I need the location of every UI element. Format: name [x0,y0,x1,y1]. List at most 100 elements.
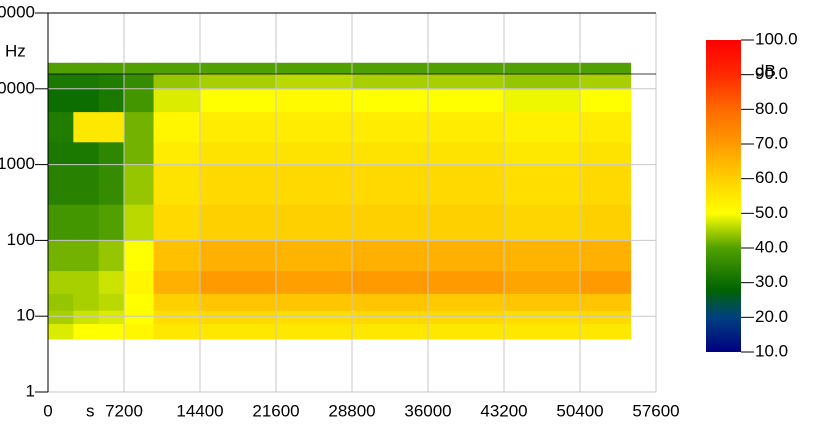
x-tick-label: 14400 [176,401,223,420]
y-tick-label: 1000 [0,154,35,173]
heatmap-cell [504,62,581,74]
heatmap-cell [428,111,505,143]
heatmap-cell [200,62,277,74]
heatmap-cell [580,73,632,90]
x-tick-label: 21600 [252,401,299,420]
heatmap-cell [504,323,581,340]
heatmap-cell [276,323,353,340]
colorbar-tick-label: 100.0 [755,29,798,48]
heatmap-cell [428,141,505,166]
heatmap-cell [48,323,74,340]
x-tick-label: 50400 [556,401,603,420]
heatmap-cell [153,310,201,325]
heatmap-cell [73,111,100,143]
heatmap-cell [276,111,353,143]
y-tick-label: 10 [16,306,35,325]
heatmap-cell [276,270,353,294]
heatmap-cell [580,111,632,143]
x-tick-label: 0 [43,401,52,420]
heatmap-cell [98,73,125,90]
heatmap-cell [153,164,201,205]
heatmap-cell [73,164,100,205]
heatmap-cell [428,293,505,311]
heatmap-cell [504,111,581,143]
heatmap-cell [73,204,100,241]
heatmap-cell [580,293,632,311]
heatmap-cell [98,204,125,241]
heatmap-cell [98,88,125,113]
heatmap [48,62,632,340]
heatmap-cell [504,88,581,113]
heatmap-cell [124,141,155,166]
heatmap-cell [580,62,632,74]
heatmap-cell [48,88,74,113]
heatmap-cell [200,310,277,325]
heatmap-cell [352,240,429,272]
heatmap-cell [73,88,100,113]
heatmap-cell [352,73,429,90]
heatmap-cell [276,88,353,113]
x-tick-label: 36000 [404,401,451,420]
heatmap-cell [580,204,632,241]
heatmap-cell [48,73,74,90]
heatmap-cell [48,270,74,294]
heatmap-cell [124,164,155,205]
heatmap-cell [428,323,505,340]
heatmap-cell [124,73,155,90]
heatmap-cell [352,111,429,143]
heatmap-cell [428,73,505,90]
heatmap-cell [276,62,353,74]
heatmap-cell [98,323,125,340]
heatmap-cell [428,270,505,294]
heatmap-cell [352,164,429,205]
heatmap-cell [504,164,581,205]
heatmap-cell [200,164,277,205]
x-tick-label: 7200 [105,401,143,420]
x-axis-label: s [86,401,95,420]
heatmap-cell [98,240,125,272]
heatmap-cell [580,141,632,166]
heatmap-cell [200,141,277,166]
heatmap-cell [428,88,505,113]
y-axis-label: Hz [5,41,26,60]
heatmap-cell [200,323,277,340]
heatmap-cell [428,310,505,325]
heatmap-cell [98,310,125,325]
x-tick-label: 28800 [328,401,375,420]
heatmap-cell [48,293,74,311]
heatmap-cell [153,323,201,340]
heatmap-cell [153,293,201,311]
heatmap-cell [580,310,632,325]
heatmap-cell [504,270,581,294]
heatmap-cell [200,270,277,294]
heatmap-cell [124,88,155,113]
heatmap-cell [276,204,353,241]
colorbar-tick-label: 90.0 [755,64,788,83]
heatmap-cell [200,88,277,113]
heatmap-cell [48,111,74,143]
heatmap-cell [48,204,74,241]
heatmap-cell [352,88,429,113]
y-tick-label: 1 [26,381,35,400]
heatmap-cell [124,240,155,272]
colorbar [706,40,741,352]
heatmap-cell [504,204,581,241]
heatmap-cell [276,141,353,166]
heatmap-cell [352,323,429,340]
colorbar-tick-label: 50.0 [755,203,788,222]
heatmap-cell [124,111,155,143]
heatmap-cell [73,62,100,74]
colorbar-tick-label: 80.0 [755,99,788,118]
heatmap-cell [153,270,201,294]
heatmap-cell [200,204,277,241]
heatmap-cell [153,62,201,74]
heatmap-cell [98,270,125,294]
heatmap-cell [153,111,201,143]
heatmap-cell [48,164,74,205]
heatmap-cell [580,88,632,113]
heatmap-cell [580,323,632,340]
heatmap-cell [504,73,581,90]
